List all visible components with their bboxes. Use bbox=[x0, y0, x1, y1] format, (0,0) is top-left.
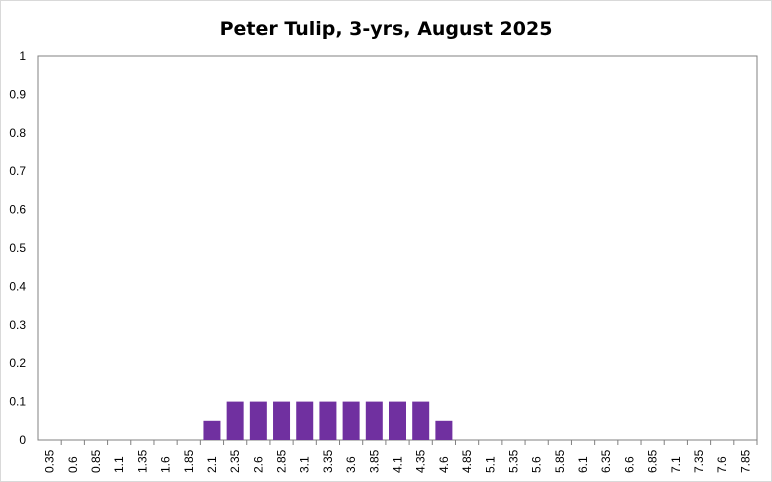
bar bbox=[435, 420, 453, 440]
x-tick-label: 5.35 bbox=[506, 449, 520, 473]
x-tick-label: 7.85 bbox=[738, 449, 752, 473]
x-tick-label: 4.35 bbox=[414, 449, 428, 473]
x-tick-label: 6.1 bbox=[576, 456, 590, 473]
x-tick-label: 4.85 bbox=[460, 449, 474, 473]
x-tick-label: 6.85 bbox=[646, 449, 660, 473]
x-tick-label: 3.85 bbox=[367, 449, 381, 473]
x-tick-label: 5.1 bbox=[483, 456, 497, 473]
x-tick-label: 2.35 bbox=[228, 449, 242, 473]
bar bbox=[412, 401, 430, 440]
y-tick-label: 0.1 bbox=[9, 395, 26, 409]
chart-title: Peter Tulip, 3-yrs, August 2025 bbox=[219, 18, 553, 40]
x-tick-label: 7.6 bbox=[715, 456, 729, 473]
bar bbox=[226, 401, 244, 440]
x-tick-label: 5.85 bbox=[553, 449, 567, 473]
bar bbox=[249, 401, 267, 440]
x-tick-label: 1.85 bbox=[182, 449, 196, 473]
y-tick-label: 0.6 bbox=[9, 203, 26, 217]
x-tick-label: 0.6 bbox=[66, 456, 80, 473]
y-tick-label: 0.8 bbox=[9, 126, 26, 140]
x-tick-label: 6.6 bbox=[622, 456, 636, 473]
x-tick-label: 2.1 bbox=[205, 456, 219, 473]
y-tick-label: 0.9 bbox=[9, 87, 26, 101]
x-tick-label: 2.6 bbox=[251, 456, 265, 473]
x-tick-label: 7.35 bbox=[692, 449, 706, 473]
y-tick-label: 1 bbox=[19, 49, 26, 63]
x-tick-label: 4.1 bbox=[391, 456, 405, 473]
x-tick-label: 3.6 bbox=[344, 456, 358, 473]
x-tick-label: 1.1 bbox=[112, 456, 126, 473]
x-tick-label: 7.1 bbox=[669, 456, 683, 473]
bar bbox=[273, 401, 291, 440]
bar bbox=[319, 401, 337, 440]
y-tick-label: 0.3 bbox=[9, 318, 26, 332]
bar bbox=[296, 401, 314, 440]
x-tick-label: 3.1 bbox=[298, 456, 312, 473]
x-tick-label: 0.85 bbox=[89, 449, 103, 473]
plot-border bbox=[37, 55, 758, 441]
y-tick-label: 0.4 bbox=[9, 279, 26, 293]
bar bbox=[389, 401, 406, 440]
bar bbox=[342, 401, 360, 440]
y-tick-label: 0 bbox=[19, 433, 26, 447]
x-tick-label: 6.35 bbox=[599, 449, 613, 473]
x-tick-label: 1.6 bbox=[159, 456, 173, 473]
y-tick-label: 0.7 bbox=[9, 164, 26, 178]
y-tick-label: 0.2 bbox=[9, 356, 26, 370]
x-tick-label: 3.35 bbox=[321, 449, 335, 473]
bar bbox=[365, 401, 383, 440]
x-tick-label: 1.35 bbox=[135, 449, 149, 473]
bar bbox=[203, 420, 221, 440]
y-tick-label: 0.5 bbox=[9, 241, 26, 255]
x-tick-label: 5.6 bbox=[530, 456, 544, 473]
x-tick-label: 4.6 bbox=[437, 456, 451, 473]
x-tick-label: 2.85 bbox=[275, 449, 289, 473]
x-tick-label: 0.35 bbox=[43, 449, 57, 473]
